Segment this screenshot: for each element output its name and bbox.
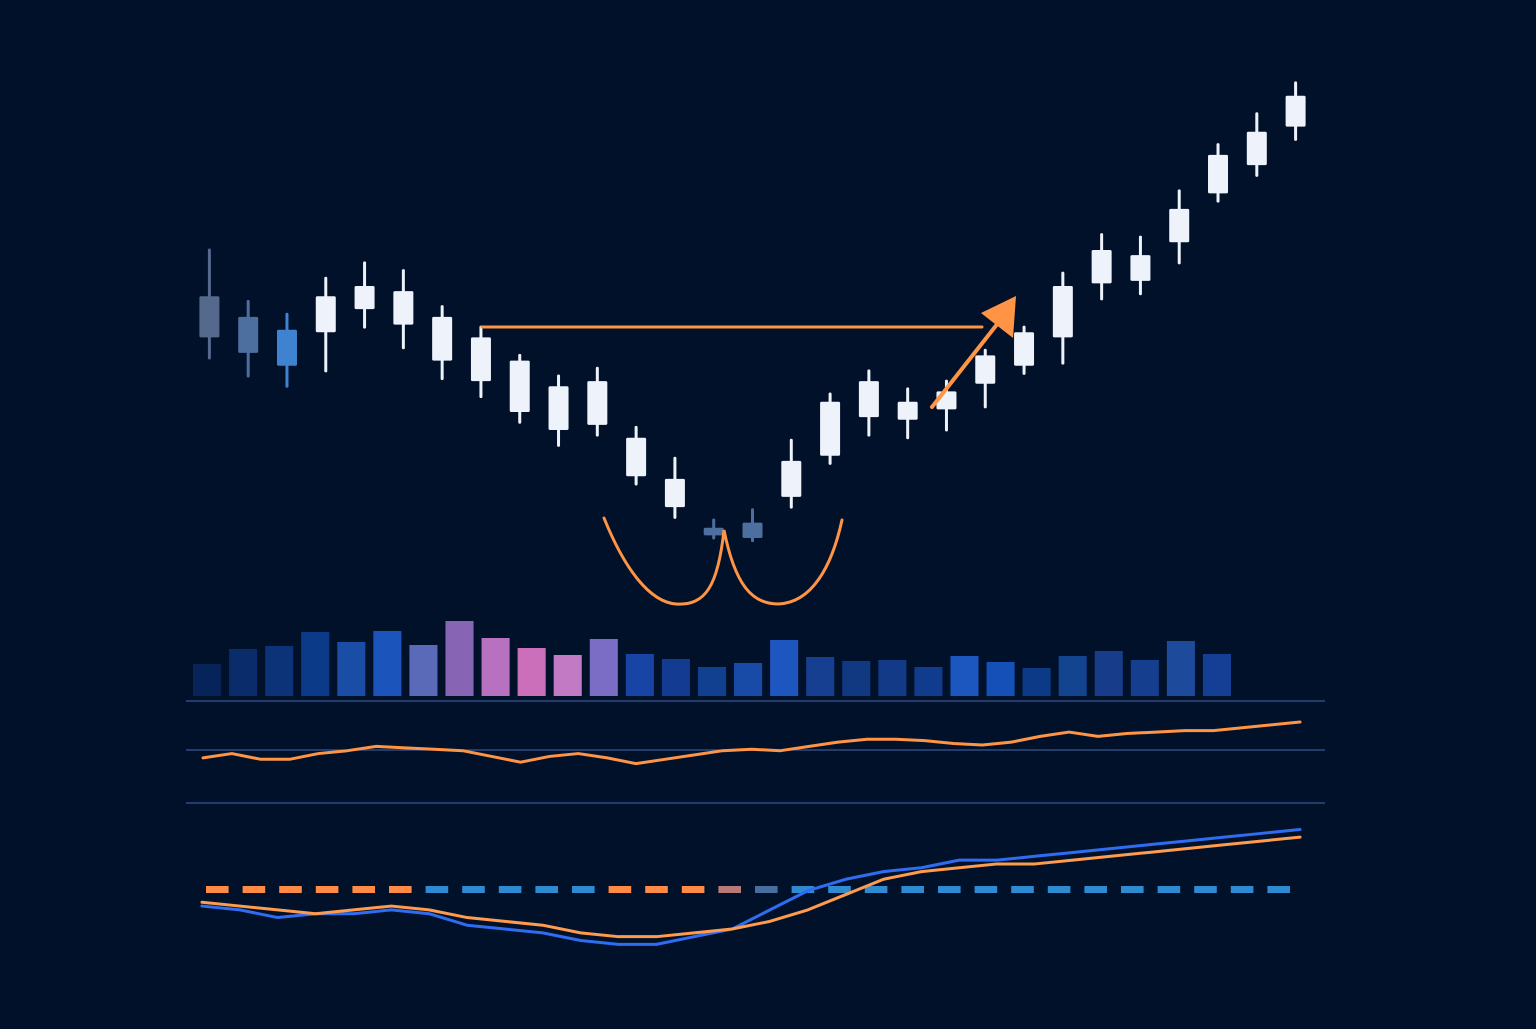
candle-body [1130, 255, 1151, 281]
macd-histogram-bar [389, 886, 412, 893]
macd-histogram-bar [1267, 886, 1290, 893]
macd-histogram-bar [791, 886, 815, 893]
candle-body [432, 316, 453, 361]
breakout-arrow-shaft [930, 316, 1004, 409]
candle-body [1208, 154, 1229, 194]
volume-bar [481, 638, 510, 696]
macd-histogram-bar [645, 886, 668, 893]
candle-body [820, 401, 841, 456]
volume-bar [986, 662, 1015, 696]
volume-bar [301, 632, 330, 696]
macd-histogram-bar [572, 886, 595, 893]
candle-body [703, 527, 724, 536]
macd-histogram-bar [1230, 886, 1254, 893]
candle-body [1091, 250, 1112, 284]
volume-bar [265, 646, 294, 696]
macd-histogram-bar [1047, 886, 1071, 893]
volume-bar [193, 664, 222, 696]
volume-bar [229, 649, 258, 696]
volume-bar [842, 661, 871, 696]
candle-body [975, 355, 996, 384]
candle-body [1014, 332, 1035, 366]
macd-histogram-bar [352, 886, 375, 893]
volume-bar [625, 654, 654, 696]
candle-body [393, 291, 414, 325]
candle-body [199, 296, 220, 338]
volume-bar [806, 657, 835, 696]
candle-body [238, 316, 259, 353]
macd-histogram-bar [425, 886, 449, 893]
macd-histogram-bar [462, 886, 485, 893]
signal-line [200, 835, 1302, 939]
volume-bar [445, 621, 474, 696]
candle-body [587, 381, 608, 425]
double-bottom-curve [602, 516, 844, 606]
volume-bar [734, 663, 763, 696]
volume-bar [1202, 654, 1231, 696]
candle-body [1052, 286, 1073, 338]
candle-body [781, 460, 802, 497]
volume-bar [661, 659, 690, 696]
macd-histogram-bar [279, 886, 302, 893]
macd-histogram-bar [1084, 886, 1107, 893]
volume-bar [409, 645, 438, 696]
candle-body [1285, 95, 1306, 127]
candle-body [858, 381, 879, 418]
macd-histogram-bar [242, 886, 266, 893]
volume-bar [878, 660, 907, 696]
volume-bar [914, 667, 943, 696]
volume-bar [1094, 651, 1123, 696]
candle-body [315, 296, 336, 333]
candle-body [509, 360, 530, 412]
macd-histogram-bar [206, 886, 229, 893]
volume-bar [337, 642, 366, 696]
macd-histogram-bar [1157, 886, 1181, 893]
candle-body [742, 522, 763, 538]
candle-body [897, 401, 918, 420]
macd-histogram-bar [718, 886, 741, 893]
volume-bar [770, 640, 799, 696]
candle-body [276, 329, 297, 366]
candle-body [548, 386, 569, 430]
macd-histogram-bar [755, 886, 778, 893]
volume-bar [1130, 660, 1159, 696]
macd-histogram-bar [938, 886, 961, 893]
macd-histogram-bar [498, 886, 522, 893]
macd-histogram-bar [1011, 886, 1034, 893]
macd-histogram-bar [535, 886, 558, 893]
volume-bar [517, 648, 546, 696]
candle-body [664, 478, 685, 508]
macd-histogram-bar [608, 886, 632, 893]
volume-bar [589, 639, 618, 696]
candle-body [470, 337, 491, 382]
macd-histogram-bar [974, 886, 998, 893]
breakout-arrow-head [981, 296, 1016, 338]
macd-histogram-bar [828, 886, 851, 893]
rsi-line [201, 720, 1302, 766]
volume-bar [553, 655, 582, 696]
macd-histogram-bar [1121, 886, 1144, 893]
volume-bar [950, 656, 979, 696]
macd-histogram-bar [901, 886, 924, 893]
volume-bar [1058, 656, 1087, 696]
volume-bar [697, 667, 727, 696]
candle-body [626, 437, 647, 477]
candle-body [1169, 208, 1190, 243]
macd-histogram-bar [1194, 886, 1217, 893]
volume-bar [373, 631, 402, 696]
macd-histogram-bar [864, 886, 888, 893]
volume-bar [1022, 668, 1051, 696]
macd-histogram-bar [315, 886, 339, 893]
volume-bar [1166, 641, 1195, 696]
macd-histogram-bar [681, 886, 705, 893]
macd-line [200, 827, 1302, 946]
candle-body [354, 286, 375, 310]
candle-body [1246, 131, 1267, 166]
